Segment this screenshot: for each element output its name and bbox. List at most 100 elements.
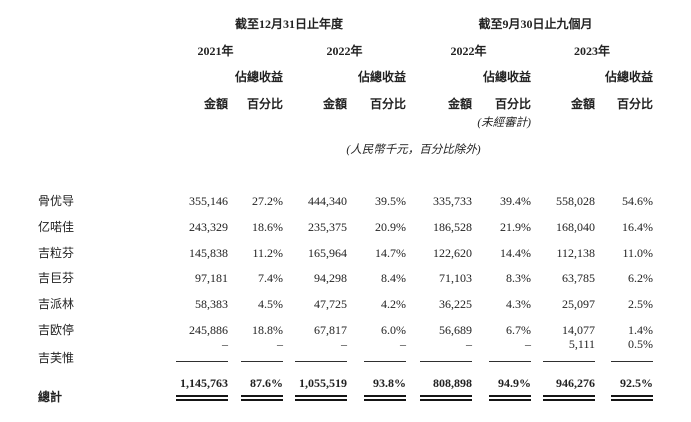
value-cell: 14.7% xyxy=(375,245,407,260)
table-row: 吉欧停 245,886 18.8% 67,817 6.0% 56,689 6.7% 14,07… xyxy=(38,312,653,338)
single-rule xyxy=(295,360,347,362)
total-value-cell: 94.9% xyxy=(472,377,532,405)
empty-cell xyxy=(531,59,595,85)
value-cell: 165,964 xyxy=(308,245,347,260)
value-cell: 8.3% xyxy=(506,271,532,286)
single-rule xyxy=(543,360,596,362)
table-row: 亿喏佳 243,329 18.6% 235,375 20.9% 186,528 21.9% 1… xyxy=(38,209,653,235)
value-cell: 4.2% xyxy=(381,297,407,312)
empty-cell xyxy=(38,112,406,130)
table-row: 吉派林 58,383 4.5% 47,725 4.2% 36,225 4.3% 25,097 2… xyxy=(38,286,653,312)
single-rule xyxy=(364,360,407,362)
total-value-cell: 808,898 xyxy=(406,377,473,405)
value-cell: 14.4% xyxy=(500,245,532,260)
share-header: 佔總收益 xyxy=(234,70,283,85)
value-cell: 6.0% xyxy=(381,322,407,337)
total-value-cell: 1,145,763 xyxy=(148,377,228,405)
value-cell: 36,225 xyxy=(439,297,473,312)
single-rule xyxy=(489,360,532,362)
year-header-row: 2021年 2022年 2022年 2023年 xyxy=(38,32,653,59)
total-value-cell: 93.8% xyxy=(347,377,407,405)
double-rule xyxy=(241,395,283,402)
value-cell: 186,528 xyxy=(433,219,473,234)
product-name: 吉欧停 xyxy=(38,322,75,337)
double-rule xyxy=(543,395,596,402)
amount-header: 金額 xyxy=(448,97,473,112)
value-cell: 47,725 xyxy=(314,297,347,312)
product-name: 吉粒芬 xyxy=(38,245,75,260)
value-cell: 71,103 xyxy=(439,271,473,286)
single-rule xyxy=(241,360,283,362)
table-body: 骨优导 355,146 27.2% 444,340 39.5% 335,733 39.4% 5… xyxy=(38,183,654,366)
value-cell: 5,111 xyxy=(531,337,596,366)
total-value-cell: 92.5% xyxy=(595,377,654,405)
value-cell: 67,817 xyxy=(314,322,347,337)
share-header-row: 佔總收益 佔總收益 佔總收益 佔總收益 xyxy=(38,59,653,85)
value-cell: – xyxy=(347,337,407,366)
value-cell: 56,689 xyxy=(439,322,473,337)
value-cell: 54.6% xyxy=(622,194,654,208)
value-cell: 444,340 xyxy=(308,194,347,208)
value-cell: 7.4% xyxy=(258,271,283,286)
amount-header: 金額 xyxy=(203,97,228,112)
value-cell: 558,028 xyxy=(556,194,596,208)
percent-header: 百分比 xyxy=(246,97,283,112)
unaudited-note-row: (未經審計) xyxy=(38,112,653,130)
period-header-row: 截至12月31日止年度 截至9月30日止九個月 xyxy=(38,6,653,32)
table-row: 吉巨芬 97,181 7.4% 94,298 8.4% 71,103 8.3% 63,785 6… xyxy=(38,260,653,286)
value-cell: 1.4% xyxy=(628,322,654,337)
empty-cell xyxy=(406,59,472,85)
value-cell: 16.4% xyxy=(622,219,654,234)
value-cell: 94,298 xyxy=(314,271,347,286)
empty-cell xyxy=(38,85,148,112)
value-cell: 18.6% xyxy=(252,219,283,234)
empty-cell xyxy=(531,112,653,130)
double-rule xyxy=(611,395,654,402)
table-row: 吉粒芬 145,838 11.2% 165,964 14.7% 122,620 14.4% 1… xyxy=(38,235,653,261)
value-cell: 11.2% xyxy=(252,245,283,260)
double-rule xyxy=(489,395,532,402)
value-cell: 335,733 xyxy=(433,194,473,208)
percent-header: 百分比 xyxy=(370,97,407,112)
value-cell: 21.9% xyxy=(500,219,532,234)
total-value-cell: 87.6% xyxy=(228,377,283,405)
revenue-by-product-table: 截至12月31日止年度 截至9月30日止九個月 2021年 2022年 2022… xyxy=(38,6,654,405)
value-cell: 112,138 xyxy=(556,245,596,260)
share-header: 佔總收益 xyxy=(358,70,407,85)
value-cell: 58,383 xyxy=(195,297,228,312)
single-rule xyxy=(420,360,473,362)
percent-header: 百分比 xyxy=(617,97,654,112)
double-rule xyxy=(420,395,473,402)
value-cell: – xyxy=(148,337,228,366)
value-cell: 235,375 xyxy=(308,219,347,234)
year-header-2022fy: 2022年 xyxy=(326,44,363,59)
value-cell: 25,097 xyxy=(562,297,596,312)
value-cell: 18.8% xyxy=(252,322,283,337)
single-rule xyxy=(176,360,228,362)
table-row: 骨优导 355,146 27.2% 444,340 39.5% 335,733 39.4% 5… xyxy=(38,183,653,209)
double-rule xyxy=(176,395,228,402)
product-name: 吉巨芬 xyxy=(38,271,75,286)
value-cell: 6.7% xyxy=(506,322,532,337)
product-name: 骨优导 xyxy=(38,194,75,208)
value-cell: 63,785 xyxy=(562,271,596,286)
value-cell: 4.3% xyxy=(506,297,532,312)
column-header-row: 金額 百分比 金額 百分比 金額 百分比 金額 百分比 xyxy=(38,85,653,112)
year-header-2021: 2021年 xyxy=(197,44,234,59)
value-cell: 243,329 xyxy=(189,219,228,234)
product-name: 亿喏佳 xyxy=(38,219,75,234)
value-cell: 122,620 xyxy=(433,245,473,260)
period-header-fy: 截至12月31日止年度 xyxy=(235,17,344,32)
value-cell: 39.5% xyxy=(375,194,407,208)
value-cell: – xyxy=(406,337,473,366)
currency-note-row: (人民幣千元，百分比除外) xyxy=(38,130,653,157)
value-cell: 27.2% xyxy=(252,194,283,208)
share-header: 佔總收益 xyxy=(483,70,532,85)
amount-header: 金額 xyxy=(571,97,596,112)
double-rule xyxy=(364,395,407,402)
total-row: 總計 1,145,763 87.6% 1,055,519 93.8% 808,8… xyxy=(38,377,654,405)
currency-note: (人民幣千元，百分比除外) xyxy=(346,143,481,156)
share-header: 佔總收益 xyxy=(605,70,654,85)
product-name: 吉芙惟 xyxy=(38,350,75,365)
